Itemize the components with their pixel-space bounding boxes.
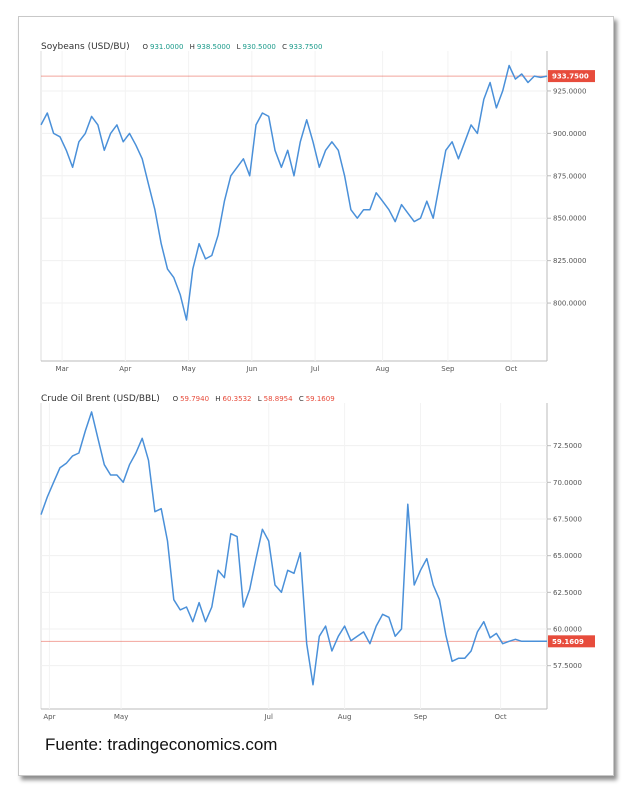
soybeans-y-tick-label: 875.0000 xyxy=(553,172,586,180)
brent-low-label: L xyxy=(257,395,262,403)
brent-open-label: O xyxy=(172,395,179,403)
brent-x-tick-label: Jul xyxy=(263,713,273,721)
soybeans-close-value: 933.7500 xyxy=(289,43,323,51)
soybeans-y-tick-label: 925.0000 xyxy=(553,87,586,95)
soybeans-open-value: 931.0000 xyxy=(150,43,184,51)
brent-y-tick-label: 70.0000 xyxy=(553,479,582,487)
source-caption: Fuente: tradingeconomics.com xyxy=(45,735,278,754)
brent-x-tick-label: Sep xyxy=(414,713,428,721)
brent-series-line xyxy=(40,411,547,686)
brent-high-value: 60.3532 xyxy=(222,395,252,403)
brent-x-tick-label: Oct xyxy=(495,713,507,721)
brent-close-label: C xyxy=(298,395,304,403)
soybeans-close-label: C xyxy=(282,43,287,51)
brent-y-tick-label: 67.5000 xyxy=(553,516,582,524)
soybeans-x-tick-label: Sep xyxy=(441,365,455,373)
brent-title: Crude Oil Brent (USD/BBL) O 59.7940 H 60.3… xyxy=(41,394,335,404)
soybeans-chart: 800.0000 825.0000 850.0000 875.0000 900.0000… xyxy=(40,51,595,373)
brent-x-tick-label: May xyxy=(114,713,128,721)
brent-y-tick-label: 57.5000 xyxy=(553,662,582,670)
brent-chart: 57.5000 60.0000 62.5000 65.0000 67.5000 70.00… xyxy=(40,403,595,721)
brent-ohlc: O 59.7940 H 60.3532 L 58.8954 C 59.1609 xyxy=(169,395,335,403)
brent-y-tick-label: 60.0000 xyxy=(553,626,582,634)
brent-symbol: Crude Oil Brent (USD/BBL) xyxy=(41,394,160,404)
brent-y-tick-label: 72.5000 xyxy=(553,442,582,450)
soybeans-x-tick-label: Aug xyxy=(376,365,390,373)
soybeans-y-tick-label: 850.0000 xyxy=(553,215,586,223)
brent-close-value: 59.1609 xyxy=(305,395,335,403)
soybeans-series-line xyxy=(40,64,548,321)
soybeans-x-tick-label: May xyxy=(181,365,195,373)
soybeans-low-label: L xyxy=(236,43,241,51)
soybeans-y-tick-label: 800.0000 xyxy=(553,300,586,308)
soybeans-x-tick-label: Mar xyxy=(55,365,68,373)
soybeans-ohlc: O 931.0000 H 938.5000 L 930.5000 C 933.7500 xyxy=(139,43,323,51)
brent-badge-bg xyxy=(548,635,595,648)
brent-open-value: 59.7940 xyxy=(180,395,210,403)
brent-x-tick-label: Apr xyxy=(43,713,55,721)
brent-y-tick-label: 65.0000 xyxy=(553,552,582,560)
soybeans-low-value: 930.5000 xyxy=(242,43,276,51)
soybeans-open-label: O xyxy=(142,43,149,51)
soybeans-symbol: Soybeans (USD/BU) xyxy=(41,42,130,52)
brent-high-label: H xyxy=(215,395,221,403)
brent-y-tick-label: 62.5000 xyxy=(553,589,582,597)
soybeans-x-tick-label: Oct xyxy=(505,365,517,373)
brent-last-value-badge: 59.1609 xyxy=(548,635,595,648)
soybeans-x-tick-label: Jul xyxy=(310,365,320,373)
soybeans-high-label: H xyxy=(189,43,195,51)
soybeans-high-value: 938.5000 xyxy=(196,43,231,51)
brent-x-tick-label: Aug xyxy=(338,713,352,721)
soybeans-badge-bg xyxy=(548,70,595,83)
brent-low-value: 58.8954 xyxy=(263,395,293,403)
soybeans-x-tick-label: Jun xyxy=(245,365,257,373)
brent-badge-label: 59.1609 xyxy=(552,638,584,646)
soybeans-last-value-badge: 933.7500 xyxy=(548,70,595,83)
soybeans-x-tick-label: Apr xyxy=(119,365,131,373)
soybeans-y-tick-label: 900.0000 xyxy=(553,130,586,138)
soybeans-y-tick-label: 825.0000 xyxy=(553,257,586,265)
soybeans-badge-label: 933.7500 xyxy=(552,73,589,81)
